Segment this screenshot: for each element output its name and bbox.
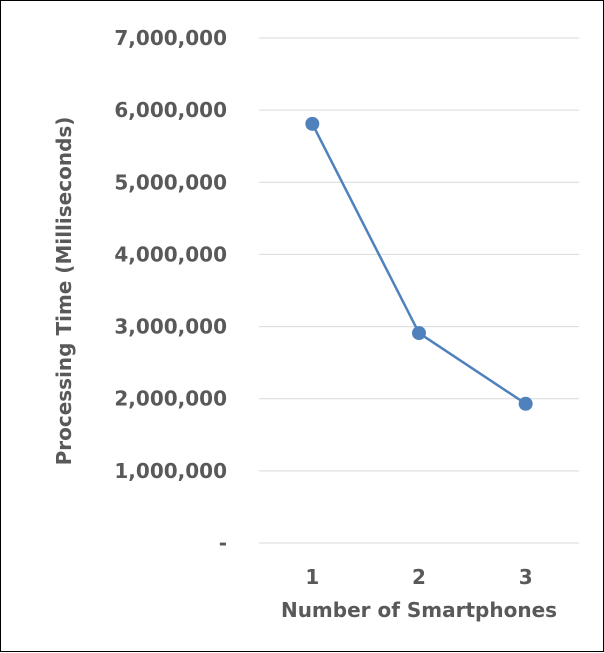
x-tick-label: 2 bbox=[412, 565, 426, 589]
y-tick-label: 5,000,000 bbox=[114, 170, 227, 194]
y-tick-label: 7,000,000 bbox=[114, 26, 227, 50]
x-axis-tick-labels: 1 2 3 bbox=[305, 565, 532, 589]
y-axis-title: Processing Time (Milliseconds) bbox=[52, 117, 76, 466]
x-axis-title: Number of Smartphones bbox=[281, 598, 557, 622]
gridlines bbox=[259, 37, 579, 544]
y-tick-label: 3,000,000 bbox=[114, 315, 227, 339]
y-tick-label: - bbox=[219, 531, 227, 555]
series-line-path bbox=[311, 123, 527, 405]
y-axis-tick-labels: - 1,000,000 2,000,000 3,000,000 4,000,000 5,0… bbox=[114, 26, 227, 555]
y-tick-label: 1,000,000 bbox=[114, 459, 227, 483]
data-point-marker bbox=[305, 116, 320, 131]
series-line bbox=[305, 116, 533, 411]
x-tick-label: 3 bbox=[519, 565, 533, 589]
y-tick-label: 6,000,000 bbox=[114, 98, 227, 122]
data-point-marker bbox=[518, 396, 533, 411]
y-tick-label: 4,000,000 bbox=[114, 242, 227, 266]
x-tick-label: 1 bbox=[305, 565, 319, 589]
y-tick-label: 2,000,000 bbox=[114, 387, 227, 411]
data-point-marker bbox=[412, 326, 426, 341]
